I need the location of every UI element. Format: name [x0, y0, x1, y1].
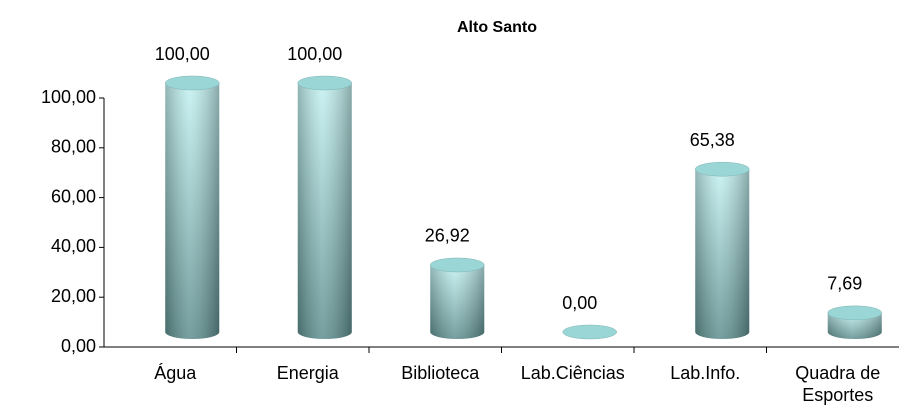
x-tick-label: Lab.Info. [670, 363, 741, 383]
bar [827, 305, 882, 339]
x-tick-label: Água [154, 363, 197, 383]
bar [562, 324, 617, 340]
bar [695, 161, 750, 339]
bar [297, 75, 352, 339]
value-label: 7,69 [827, 274, 862, 294]
y-tick-label: 0,00 [61, 336, 96, 356]
x-tick-label: Lab.Ciências [520, 363, 625, 383]
value-label: 100,00 [287, 44, 342, 64]
x-tick-label: Biblioteca [401, 363, 480, 383]
y-tick-label: 80,00 [51, 137, 96, 157]
value-label: 26,92 [425, 226, 470, 246]
x-tick-label: Energia [276, 363, 339, 383]
value-label: 0,00 [562, 293, 597, 313]
y-tick-label: 40,00 [51, 236, 96, 256]
y-tick-label: 100,00 [41, 87, 96, 107]
y-tick-label: 20,00 [51, 286, 96, 306]
x-tick-label: Quadra de Esportes [795, 363, 881, 405]
chart-title: Alto Santo [457, 19, 537, 36]
value-label: 100,00 [155, 44, 210, 64]
bar [165, 75, 220, 339]
value-label: 65,38 [690, 130, 735, 150]
bar [430, 257, 485, 339]
y-tick-label: 60,00 [51, 186, 96, 206]
